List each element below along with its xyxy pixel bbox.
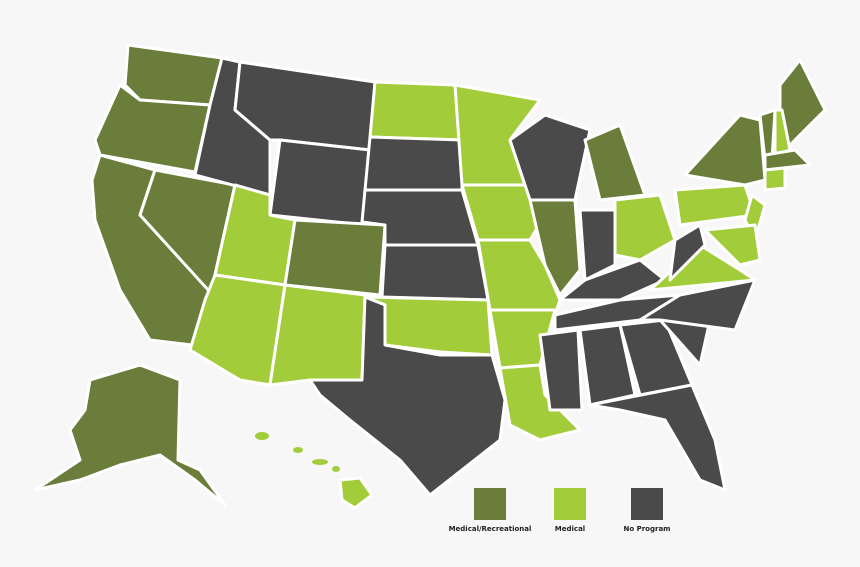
state-sd xyxy=(363,135,464,197)
state-ms xyxy=(538,328,584,412)
state-hi-island xyxy=(293,447,303,453)
state-wy xyxy=(268,138,372,227)
state-hi-island xyxy=(255,432,269,440)
state-wa xyxy=(123,43,224,107)
state-ma xyxy=(763,148,812,172)
state-hi xyxy=(338,476,374,510)
legend-swatch xyxy=(474,488,506,520)
state-ks xyxy=(380,243,490,302)
state-wv xyxy=(668,223,707,282)
state-la xyxy=(498,363,582,442)
legend-swatch xyxy=(631,488,663,520)
legend-medical: Medical xyxy=(520,488,620,533)
state-pa xyxy=(673,183,757,227)
state-ct xyxy=(763,166,787,192)
state-hi-island xyxy=(332,466,340,472)
state-ky xyxy=(558,258,667,302)
legend-swatch xyxy=(554,488,586,520)
state-ny xyxy=(683,113,767,187)
state-md xyxy=(703,223,762,267)
state-co xyxy=(283,218,387,297)
state-il xyxy=(528,198,582,297)
state-mi xyxy=(583,123,647,202)
state-ak xyxy=(33,363,227,507)
state-nm xyxy=(268,283,367,387)
legend-medical-recreational: Medical/Recreational xyxy=(440,488,540,533)
state-in xyxy=(578,208,617,282)
state-tx xyxy=(308,295,507,497)
state-wi xyxy=(508,113,592,202)
legend-label: No Program xyxy=(623,525,671,533)
state-nd xyxy=(368,80,464,142)
state-fl xyxy=(588,383,727,492)
state-oh xyxy=(613,193,677,262)
legend-label: Medical/Recreational xyxy=(448,525,532,533)
legend-no-program: No Program xyxy=(597,488,697,533)
legend-label: Medical xyxy=(554,525,586,533)
state-hi-island xyxy=(312,459,328,465)
state-nc xyxy=(638,278,757,332)
